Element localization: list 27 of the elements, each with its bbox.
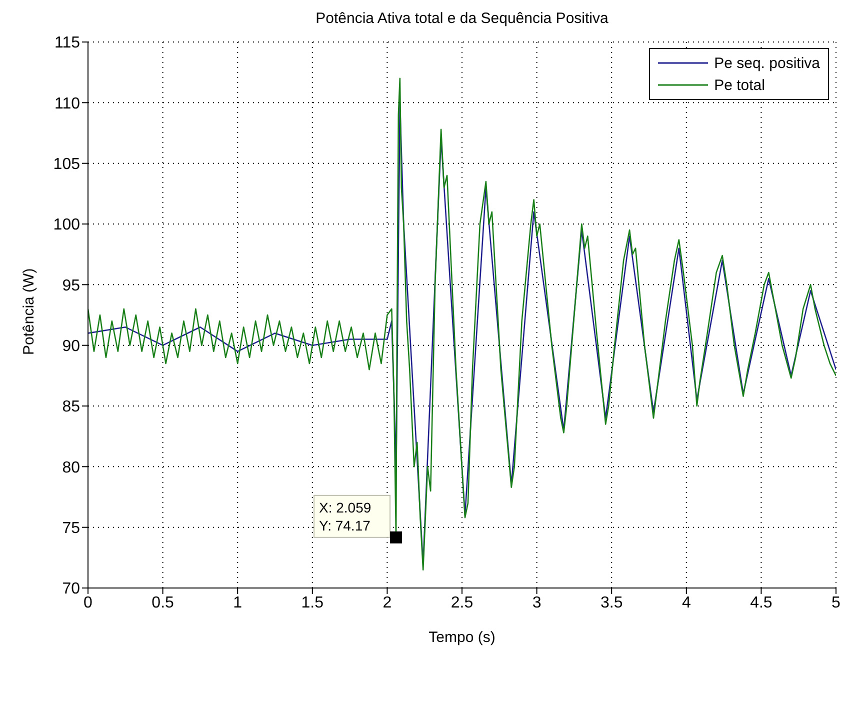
y-tick-label: 105 — [53, 156, 80, 174]
x-axis-title: Tempo (s) — [428, 629, 496, 646]
x-tick-label: 0.5 — [152, 594, 174, 612]
y-tick-label: 115 — [54, 34, 80, 52]
y-tick-label: 80 — [62, 459, 80, 476]
x-tick-label: 5 — [832, 594, 841, 612]
x-tick-label: 0 — [84, 594, 93, 612]
legend-label: Pe total — [714, 76, 765, 94]
y-tick-label: 100 — [53, 216, 80, 234]
annotation: X: 2.059 Y: 74.17 — [319, 499, 372, 534]
y-tick-label: 95 — [62, 277, 80, 294]
x-tick-label: 4 — [682, 594, 691, 612]
x-tick-label: 1.5 — [301, 594, 324, 612]
y-tick-label: 90 — [62, 338, 80, 356]
y-tick-label: 85 — [62, 398, 80, 416]
chart-title: Potência Ativa total e da Sequência Positiva — [314, 10, 610, 27]
y-tick-label: 70 — [62, 580, 80, 598]
x-tick-label: 3 — [532, 594, 542, 612]
x-tick-label: 1 — [233, 594, 242, 612]
x-tick-label: 3.5 — [600, 594, 623, 612]
x-tick-label: 2.5 — [450, 594, 474, 612]
x-tick-label: 2 — [382, 594, 392, 612]
y-tick-label: 75 — [62, 520, 80, 538]
legend-label: Pe seq. positiva — [714, 54, 820, 72]
y-tick-label: 110 — [54, 95, 80, 112]
y-axis-title: Potência (W) — [20, 268, 38, 355]
x-tick-label: 4.5 — [750, 594, 772, 612]
